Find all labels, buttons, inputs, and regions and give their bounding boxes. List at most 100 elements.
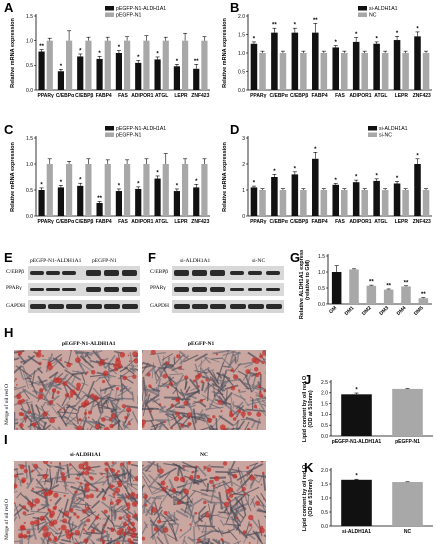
- micro-fibre: [258, 407, 266, 417]
- chart-d-bar: [259, 190, 266, 216]
- micro-fibre: [206, 501, 226, 504]
- micro-fibre: [95, 488, 105, 499]
- chart-b-bar: [422, 53, 430, 90]
- micro-lipid-droplet: [37, 508, 40, 511]
- micro-fibre: [74, 538, 80, 544]
- micro-lipid-droplet: [104, 467, 109, 472]
- blot-f-image: [172, 266, 284, 313]
- micro-fibre: [193, 465, 198, 484]
- micro-fibre: [120, 504, 126, 511]
- micro-fibre: [99, 472, 107, 475]
- micro-lipid-droplet: [189, 523, 192, 526]
- chart-b-sig-mark: *: [416, 26, 419, 32]
- micro-fibre: [158, 501, 163, 509]
- chart-g-x-tick-label: GM: [328, 305, 338, 315]
- micro-fibre: [251, 498, 256, 508]
- micro-fibre: [262, 472, 266, 480]
- micro-lipid-droplet: [132, 479, 135, 482]
- micro-fibre: [20, 407, 31, 415]
- micro-fibre: [172, 388, 178, 395]
- micro-fibre: [74, 350, 93, 357]
- micro-lipid-droplet: [248, 541, 251, 544]
- micro-fibre: [225, 508, 233, 524]
- micro-fibre: [112, 507, 116, 517]
- micro-fibre: [150, 419, 157, 430]
- micro-fibre: [22, 407, 31, 418]
- chart-c-x-tick-label: FABP4: [96, 219, 112, 225]
- micro-fibre: [14, 540, 20, 543]
- micro-fibre: [195, 521, 201, 531]
- chart-j-y-tick-label: 0.0: [321, 434, 328, 440]
- micro-fibre: [122, 420, 126, 429]
- micro-lipid-droplet: [196, 474, 201, 479]
- micro-fibre: [235, 496, 239, 507]
- micro-lipid-droplet: [110, 527, 113, 530]
- micro-fibre: [155, 367, 166, 384]
- micro-fibre: [34, 520, 47, 527]
- micro-fibre: [70, 485, 86, 493]
- micro-lipid-droplet: [31, 422, 36, 427]
- chart-a-x-tick-label: ZNF423: [191, 93, 209, 99]
- micro-fibre: [142, 496, 152, 509]
- micro-lipid-droplet: [220, 410, 223, 413]
- micro-lipid-droplet: [134, 533, 137, 536]
- micro-fibre: [30, 510, 47, 514]
- micro-lipid-droplet: [27, 500, 32, 506]
- micro-lipid-droplet: [112, 485, 115, 488]
- micro-fibre: [14, 505, 19, 512]
- micro-lipid-droplet: [53, 492, 59, 498]
- chart-g-bar: [401, 286, 411, 304]
- chart-b-bar: [402, 53, 409, 90]
- micro-fibre: [232, 524, 248, 539]
- chart-a-bar: [46, 40, 53, 90]
- micro-lipid-droplet: [157, 519, 162, 524]
- chart-b-bar: [352, 41, 360, 90]
- micro-fibre: [256, 418, 261, 430]
- micro-lipid-droplet: [42, 411, 48, 417]
- micro-fibre: [150, 486, 162, 494]
- chart-j-bar: [392, 388, 423, 436]
- chart-b-bar: [279, 53, 287, 90]
- micro-lipid-droplet: [194, 374, 200, 380]
- micro-i-right-image: [142, 461, 266, 544]
- micro-lipid-droplet: [61, 475, 67, 482]
- micro-fibre: [111, 541, 116, 544]
- chart-c-x-tick-label: C/EBPβ: [75, 219, 93, 225]
- micro-fibre: [144, 393, 160, 405]
- micro-fibre: [142, 471, 151, 484]
- micro-lipid-droplet: [150, 350, 156, 355]
- micro-fibre: [218, 414, 235, 427]
- micro-fibre: [101, 474, 112, 486]
- micro-fibre: [212, 538, 221, 544]
- micro-lipid-droplet: [74, 357, 81, 364]
- micro-fibre: [246, 526, 253, 536]
- micro-fibre: [210, 376, 218, 386]
- micro-lipid-droplet: [83, 411, 88, 415]
- micro-fibre: [79, 520, 87, 539]
- chart-j-bar: [341, 394, 372, 436]
- micro-fibre: [41, 382, 48, 391]
- micro-lipid-droplet: [42, 525, 49, 532]
- micro-lipid-droplet: [115, 498, 122, 504]
- chart-a-x-tick-label: FAS: [118, 93, 128, 99]
- micro-lipid-droplet: [151, 507, 157, 513]
- micro-lipid-droplet: [175, 411, 180, 416]
- micro-fibre: [192, 408, 197, 424]
- micro-lipid-droplet: [129, 360, 131, 363]
- chart-g-y-tick-label: 0.0: [318, 302, 325, 308]
- micro-lipid-droplet: [243, 492, 247, 496]
- micro-fibre: [142, 395, 147, 408]
- micro-lipid-droplet: [126, 407, 132, 413]
- chart-b-x-tick-label: LEPR: [395, 93, 409, 99]
- micro-lipid-droplet: [23, 527, 26, 530]
- micro-fibre: [163, 363, 174, 367]
- chart-d-x-tick-label: FAS: [335, 219, 345, 225]
- micro-fibre: [71, 505, 81, 509]
- micro-lipid-droplet: [170, 403, 175, 408]
- chart-d-y-label: Relative mRNA expression: [222, 141, 228, 211]
- micro-fibre: [86, 380, 95, 398]
- chart-c-sig-mark: *: [176, 183, 179, 189]
- micro-fibre: [113, 513, 118, 521]
- micro-lipid-droplet: [203, 465, 207, 469]
- chart-d-sig-mark: *: [294, 166, 297, 172]
